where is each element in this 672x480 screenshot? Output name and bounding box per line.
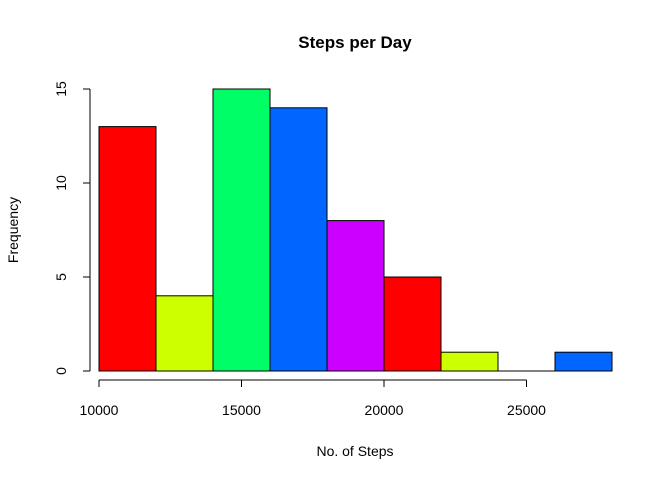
y-tick-label: 5 [53, 273, 69, 281]
x-tick-label: 15000 [222, 402, 261, 418]
bars-group [98, 88, 613, 372]
x-tick-label: 10000 [80, 402, 119, 418]
histogram-bar-0 [98, 126, 157, 372]
x-tick-label: 20000 [365, 402, 404, 418]
histogram-bar-3 [269, 107, 328, 372]
y-tick-label: 0 [53, 367, 69, 375]
y-axis-label: Frequency [5, 197, 21, 263]
histogram-bar-4 [326, 220, 385, 372]
histogram-bar-1 [155, 295, 214, 372]
chart-title: Steps per Day [298, 33, 412, 52]
x-tick-label: 25000 [507, 402, 546, 418]
histogram-bar-8 [554, 351, 613, 372]
histogram-bar-5 [383, 276, 442, 372]
y-axis: 0 5 10 15 [53, 81, 91, 375]
x-axis: 10000 15000 20000 25000 [80, 379, 546, 418]
y-tick-label: 10 [53, 175, 69, 191]
y-tick-label: 15 [53, 81, 69, 97]
histogram-bar-6 [440, 351, 499, 372]
histogram-bar-2 [212, 88, 271, 372]
x-axis-label: No. of Steps [316, 443, 393, 459]
